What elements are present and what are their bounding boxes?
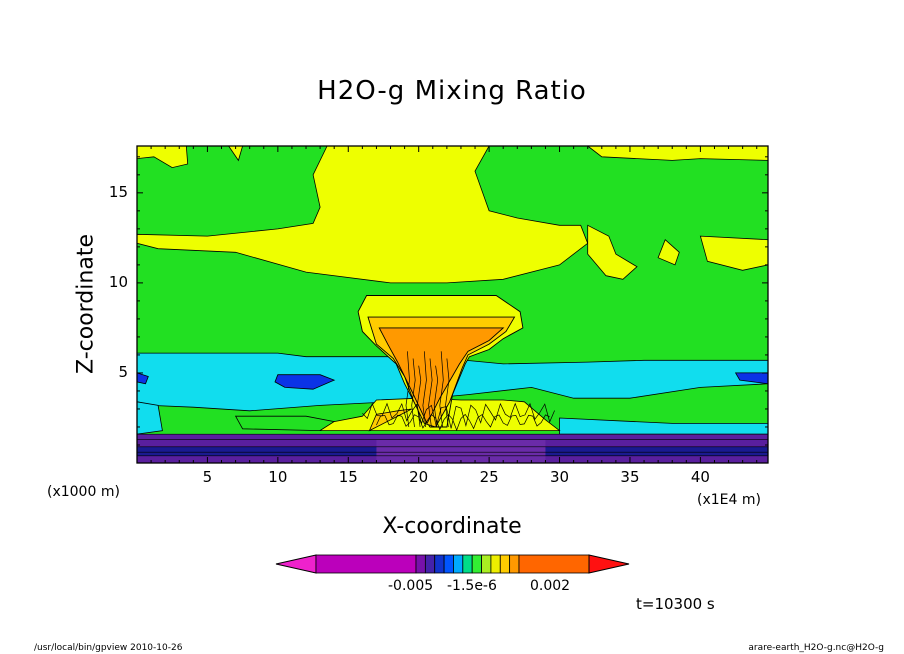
colorbar xyxy=(275,554,630,574)
z-unit-label: (x1E4 m) xyxy=(697,492,761,508)
colorbar-segment xyxy=(490,554,501,574)
contour-line xyxy=(416,365,422,428)
colorbar-tick-label: -1.5e-6 xyxy=(447,578,497,594)
footer-left: /usr/local/bin/gpview 2010-10-26 xyxy=(34,643,183,653)
region-purple-dip xyxy=(376,439,546,463)
region-yellow-small xyxy=(657,239,680,266)
colorbar-segment xyxy=(462,554,473,574)
colorbar-segment xyxy=(471,554,482,574)
x-tick-label: 10 xyxy=(268,468,288,486)
x-unit-label: (x1000 m) xyxy=(47,484,120,500)
x-tick-label: 15 xyxy=(338,468,358,486)
colorbar-arrow-left xyxy=(275,554,317,574)
contour-line xyxy=(411,358,416,428)
colorbar-segment xyxy=(424,554,436,574)
region-yellow-upper xyxy=(136,145,589,284)
x-tick-label: 40 xyxy=(690,468,710,486)
colorbar-segment xyxy=(481,554,492,574)
x-tick-label: 25 xyxy=(479,468,499,486)
contour-line xyxy=(405,351,410,428)
x-tick-label: 5 xyxy=(202,468,213,486)
y-tick-label: 5 xyxy=(118,362,128,381)
region-yellow-small xyxy=(699,235,769,271)
contour-line xyxy=(439,351,444,428)
colorbar-segment xyxy=(415,554,426,574)
colorbar-segment xyxy=(443,554,454,574)
colorbar-segment xyxy=(518,554,590,574)
x-tick-label: 35 xyxy=(620,468,640,486)
colorbar-tick-label: -0.005 xyxy=(388,578,434,594)
colorbar-segment xyxy=(509,554,520,574)
footer-right: arare-earth_H2O-g.nc@H2O-g xyxy=(748,643,884,653)
colorbar-tick-label: 0.002 xyxy=(530,578,571,594)
y-tick-label: 15 xyxy=(108,182,128,201)
y-tick-label: 10 xyxy=(108,272,128,291)
x-tick-label: 30 xyxy=(549,468,570,486)
chart-title: H2O-g Mixing Ratio xyxy=(317,76,587,106)
colorbar-segment xyxy=(499,554,511,574)
region-orange-core xyxy=(378,327,505,425)
colorbar-arrow-right xyxy=(588,554,630,574)
colorbar-segment xyxy=(315,554,417,574)
region-yellow-small xyxy=(587,224,638,280)
region-cyan xyxy=(136,401,163,435)
colorbar-segment xyxy=(453,554,464,574)
contour-line xyxy=(362,402,555,429)
x-tick-label: 20 xyxy=(409,468,429,486)
contour-line xyxy=(376,413,550,432)
time-annotation: t=10300 s xyxy=(636,595,715,613)
plot-frame xyxy=(136,145,769,464)
x-axis-label: X-coordinate xyxy=(382,514,522,539)
colorbar-segment xyxy=(434,554,445,574)
contour-line xyxy=(433,365,439,428)
region-gold-lower xyxy=(368,408,412,432)
region-blue xyxy=(274,374,336,390)
